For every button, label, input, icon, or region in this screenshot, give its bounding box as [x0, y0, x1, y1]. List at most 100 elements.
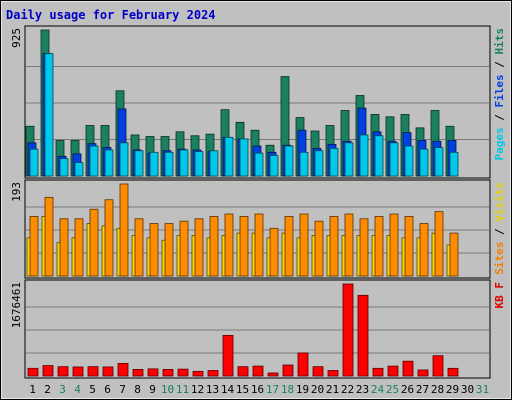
- panel-middle-legend-part: Sites: [493, 242, 506, 275]
- bar-sites-day-24: [374, 216, 384, 277]
- bar-kb-f-day-17: [267, 372, 279, 377]
- bar-sites-day-6: [104, 199, 114, 277]
- bar-sites-day-1: [29, 216, 39, 277]
- bar-sites-day-26: [404, 216, 414, 277]
- bar-pages-day-3: [59, 158, 69, 177]
- bar-sites-day-17: [269, 227, 279, 277]
- bar-pages-day-13: [209, 150, 219, 177]
- x-tick-label-day-5: 5: [89, 383, 96, 396]
- bar-kb-f-day-4: [72, 366, 84, 377]
- bar-sites-day-3: [59, 218, 69, 277]
- bar-sites-day-5: [89, 208, 99, 277]
- bar-sites-day-2: [44, 196, 54, 277]
- x-tick-label-day-22: 22: [341, 383, 354, 396]
- bar-pages-day-27: [419, 148, 429, 177]
- x-tick-label-day-19: 19: [296, 383, 309, 396]
- bar-pages-day-8: [134, 150, 144, 177]
- bar-sites-day-9: [149, 223, 159, 277]
- x-tick-label-day-25: 25: [386, 383, 399, 396]
- bar-sites-day-25: [389, 213, 399, 277]
- bar-pages-day-19: [299, 151, 309, 177]
- panel-top-legend: Pages / Files / Hits: [493, 28, 506, 161]
- panel-top-legend-part: /: [493, 55, 506, 75]
- bar-sites-day-15: [239, 216, 249, 277]
- panel-top: 925 Pages / Files / Hits: [10, 25, 506, 179]
- bar-kb-f-day-20: [312, 366, 324, 377]
- bar-kb-f-day-18: [282, 364, 294, 377]
- panel-middle-legend: Sites / Visits: [493, 182, 506, 275]
- x-tick-label-day-26: 26: [401, 383, 414, 396]
- bar-sites-day-23: [359, 218, 369, 277]
- chart-title: Daily usage for February 2024: [6, 8, 216, 22]
- x-tick-label-day-31: 31: [476, 383, 489, 396]
- panel-top-max-label: 925: [10, 28, 23, 48]
- panel-bottom-background: [24, 279, 491, 379]
- x-tick-label-day-28: 28: [431, 383, 444, 396]
- bar-kb-f-day-22: [342, 283, 354, 377]
- bar-sites-day-18: [284, 216, 294, 277]
- bar-sites-day-21: [329, 216, 339, 277]
- panel-middle: 193 Sites / Visits: [10, 179, 506, 279]
- x-tick-label-day-13: 13: [206, 383, 219, 396]
- bar-pages-day-9: [149, 151, 159, 177]
- panel-bottom-legend: KB F: [493, 282, 506, 309]
- bar-kb-f-day-1: [27, 367, 39, 377]
- bar-pages-day-1: [29, 148, 39, 177]
- bar-kb-f-day-10: [162, 369, 174, 377]
- bar-kb-f-day-19: [297, 352, 309, 377]
- bar-pages-day-11: [179, 149, 189, 177]
- x-tick-label-day-2: 2: [44, 383, 51, 396]
- panel-bottom-max-label: 1676461: [10, 282, 23, 328]
- bar-pages-day-24: [374, 135, 384, 177]
- bar-pages-day-5: [89, 145, 99, 177]
- bar-pages-day-2: [44, 53, 54, 177]
- bar-kb-f-day-6: [102, 366, 114, 377]
- bar-pages-day-22: [344, 142, 354, 177]
- x-tick-label-day-14: 14: [221, 383, 235, 396]
- bar-sites-day-19: [299, 213, 309, 277]
- bar-pages-day-17: [269, 155, 279, 177]
- x-tick-label-day-20: 20: [311, 383, 324, 396]
- bar-sites-day-16: [254, 213, 264, 277]
- panel-middle-legend-part: Visits: [493, 182, 506, 222]
- bar-pages-day-23: [359, 134, 369, 177]
- bar-sites-day-11: [179, 220, 189, 277]
- x-tick-label-day-9: 9: [149, 383, 156, 396]
- x-tick-label-day-6: 6: [104, 383, 111, 396]
- chart-panels: 925 Pages / Files / Hits 193 Sites / Visits…: [10, 25, 506, 379]
- bar-pages-day-10: [164, 151, 174, 177]
- bar-kb-f-day-5: [87, 366, 99, 377]
- bar-kb-f-day-2: [42, 365, 54, 377]
- bar-sites-day-14: [224, 213, 234, 277]
- bar-kb-f-day-9: [147, 368, 159, 377]
- bar-kb-f-day-3: [57, 366, 69, 377]
- bar-kb-f-day-7: [117, 362, 129, 377]
- x-tick-label-day-17: 17: [266, 383, 279, 396]
- bar-kb-f-day-26: [402, 360, 414, 377]
- panel-middle-legend-part: /: [493, 222, 506, 242]
- x-tick-label-day-27: 27: [416, 383, 429, 396]
- bar-kb-f-day-14: [222, 334, 234, 377]
- bar-kb-f-day-13: [207, 370, 219, 377]
- bar-sites-day-8: [134, 218, 144, 277]
- bar-pages-day-4: [74, 162, 84, 177]
- bar-kb-f-day-11: [177, 368, 189, 377]
- bar-sites-day-22: [344, 213, 354, 277]
- bar-pages-day-7: [119, 142, 129, 177]
- x-tick-label-day-30: 30: [461, 383, 474, 396]
- bar-pages-day-14: [224, 136, 234, 177]
- bar-sites-day-12: [194, 218, 204, 277]
- x-tick-label-day-7: 7: [119, 383, 126, 396]
- bar-pages-day-6: [104, 149, 114, 177]
- bar-kb-f-day-24: [372, 367, 384, 377]
- panel-top-legend-part: /: [493, 108, 506, 128]
- bar-pages-day-18: [284, 145, 294, 177]
- bar-kb-f-day-29: [447, 367, 459, 377]
- x-tick-label-day-4: 4: [74, 383, 81, 396]
- panel-middle-max-label: 193: [10, 182, 23, 202]
- bar-sites-day-28: [434, 211, 444, 277]
- bar-pages-day-21: [329, 147, 339, 177]
- bar-kb-f-day-12: [192, 370, 204, 377]
